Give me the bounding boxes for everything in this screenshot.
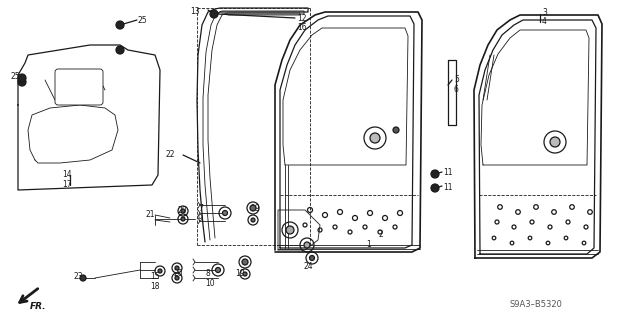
Text: 3: 3 [542, 8, 547, 17]
Text: 7: 7 [198, 204, 203, 213]
Circle shape [210, 10, 218, 18]
Circle shape [304, 242, 310, 248]
Text: 19: 19 [250, 204, 260, 213]
Circle shape [158, 269, 162, 273]
Circle shape [223, 211, 228, 215]
Circle shape [250, 205, 256, 211]
Circle shape [181, 217, 185, 221]
Circle shape [370, 133, 380, 143]
Text: 18: 18 [150, 282, 160, 291]
Circle shape [80, 275, 86, 281]
Text: FR.: FR. [30, 302, 47, 311]
Text: 15: 15 [150, 272, 160, 281]
FancyBboxPatch shape [55, 69, 103, 105]
Text: 11: 11 [443, 168, 452, 177]
Circle shape [181, 209, 185, 213]
Text: 11: 11 [443, 183, 452, 192]
Text: 19: 19 [235, 269, 245, 278]
Circle shape [393, 127, 399, 133]
Text: 16: 16 [297, 23, 306, 32]
Circle shape [550, 137, 560, 147]
Text: 8: 8 [205, 269, 209, 278]
Circle shape [309, 255, 314, 260]
Circle shape [18, 74, 26, 82]
Circle shape [116, 21, 124, 29]
Text: 9: 9 [198, 214, 203, 223]
Text: 14: 14 [62, 170, 72, 179]
Text: 2: 2 [379, 230, 384, 239]
Text: S9A3–B5320: S9A3–B5320 [510, 300, 563, 309]
Circle shape [216, 268, 221, 273]
Text: 12: 12 [297, 14, 306, 23]
Text: 20: 20 [173, 269, 182, 278]
Circle shape [431, 170, 439, 178]
Circle shape [175, 276, 179, 280]
Text: 13: 13 [191, 7, 200, 16]
Text: 21: 21 [145, 210, 155, 219]
Circle shape [431, 184, 439, 192]
Circle shape [242, 259, 248, 265]
Text: 1: 1 [366, 240, 371, 249]
Text: 22: 22 [165, 150, 175, 159]
Text: 23: 23 [73, 272, 82, 281]
Text: 6: 6 [454, 85, 459, 94]
Text: 17: 17 [62, 180, 72, 189]
Text: 25: 25 [138, 16, 148, 25]
Circle shape [18, 78, 26, 86]
Circle shape [116, 46, 124, 54]
Circle shape [251, 218, 255, 222]
Circle shape [175, 266, 179, 270]
Text: 24: 24 [304, 262, 314, 271]
Text: 10: 10 [205, 279, 214, 288]
Text: 20: 20 [178, 206, 187, 215]
Text: 4: 4 [542, 17, 547, 26]
Circle shape [286, 226, 294, 234]
Circle shape [243, 272, 247, 276]
Text: 25: 25 [10, 72, 19, 81]
Text: 5: 5 [454, 75, 459, 84]
